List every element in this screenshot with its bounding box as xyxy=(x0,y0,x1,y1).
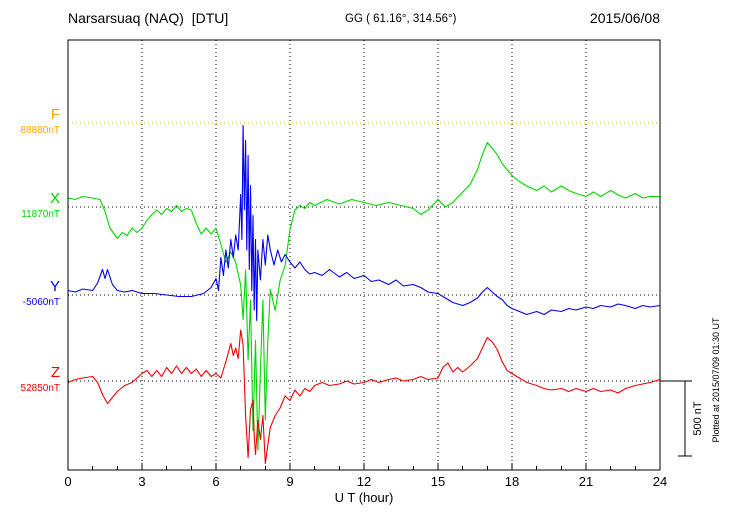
channel-Y-baseline-value: -5060nT xyxy=(22,297,60,308)
x-tick-label: 3 xyxy=(138,474,145,489)
x-tick-label: 6 xyxy=(212,474,219,489)
x-tick-label: 0 xyxy=(64,474,71,489)
channel-Y-label: Y xyxy=(49,278,60,295)
scale-bar-label: 500 nT xyxy=(692,401,704,436)
channel-F-baseline-value: 88880nT xyxy=(20,125,60,136)
x-tick-label: 15 xyxy=(431,474,445,489)
channel-X-label: X xyxy=(49,190,60,207)
station-title: Narsarsuaq (NAQ) [DTU] xyxy=(68,10,229,26)
x-tick-label: 9 xyxy=(286,474,293,489)
series-Z-line xyxy=(67,329,661,465)
series-X-line xyxy=(67,141,660,451)
x-tick-label: 21 xyxy=(579,474,593,489)
channel-Z-label: Z xyxy=(50,364,60,381)
channel-Z-baseline-value: 52850nT xyxy=(20,383,60,394)
channel-X-baseline-value: 11870nT xyxy=(21,209,60,220)
date-label: 2015/06/08 xyxy=(589,10,660,26)
x-tick-label: 18 xyxy=(505,474,519,489)
channel-F-label: F xyxy=(50,106,60,123)
geo-coordinates: GG ( 61.16°, 314.56°) xyxy=(345,13,457,25)
x-axis-title: U T (hour) xyxy=(335,490,394,505)
plotted-note: Plotted at 2015/07/09 01:30 UT xyxy=(711,317,721,443)
x-tick-label: 24 xyxy=(653,474,667,489)
x-tick-label: 12 xyxy=(357,474,371,489)
series-Y-line xyxy=(67,124,661,322)
